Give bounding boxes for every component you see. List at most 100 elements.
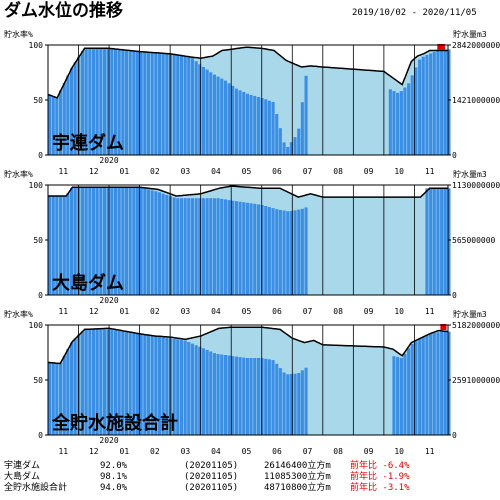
observed-bar <box>183 56 187 156</box>
observed-bar <box>418 59 422 155</box>
observed-bar <box>92 329 96 435</box>
observed-bar <box>146 189 150 295</box>
observed-bar <box>403 353 407 435</box>
observed-bar <box>183 198 187 295</box>
observed-bar <box>187 198 191 295</box>
observed-bar <box>278 368 282 435</box>
observed-bar <box>293 210 297 295</box>
left-axis-label: 貯水率% <box>4 29 33 39</box>
observed-bar <box>205 198 209 295</box>
observed-bar <box>51 362 55 435</box>
month-tick-label: 06 <box>272 167 282 176</box>
summary-yoy: 前年比 -3.1% <box>350 483 410 493</box>
observed-bar <box>106 48 110 155</box>
observed-bar <box>264 99 268 155</box>
month-tick-label: 11 <box>58 167 68 176</box>
observed-bar <box>440 188 444 295</box>
observed-bar <box>253 358 257 435</box>
month-tick-label: 11 <box>425 447 435 456</box>
observed-bar <box>143 188 147 295</box>
latest-marker <box>437 44 445 50</box>
observed-bar <box>212 74 216 155</box>
dam-name-label: 大島ダム <box>52 272 124 294</box>
observed-bar <box>139 51 143 156</box>
observed-bar <box>227 355 231 435</box>
observed-bar <box>165 337 169 435</box>
observed-bar <box>396 92 400 155</box>
left-tick-label: 100 <box>29 41 44 50</box>
observed-bar <box>157 192 161 295</box>
right-tick-label: 1130000000 <box>452 181 500 190</box>
month-tick-label: 11 <box>425 167 435 176</box>
observed-bar <box>117 187 121 295</box>
right-tick-label: 2842000000 <box>452 41 500 50</box>
observed-bar <box>135 333 139 435</box>
observed-bar <box>154 336 158 435</box>
right-tick-label: 5182000000 <box>452 321 500 330</box>
observed-bar <box>154 191 158 295</box>
month-tick-label: 11 <box>58 307 68 316</box>
observed-bar <box>234 356 238 435</box>
observed-bar <box>249 358 253 435</box>
summary-row: 宇連ダム 92.0% (20201105) 26146400立方m 前年比 -6… <box>4 461 496 471</box>
summary-rate: 98.1% <box>100 472 128 482</box>
left-tick-label: 0 <box>38 151 43 160</box>
month-tick-label: 01 <box>120 307 130 316</box>
observed-bar <box>62 83 66 155</box>
observed-bar <box>421 336 425 435</box>
observed-bar <box>447 331 451 435</box>
dam-name-label: 全貯水施設合計 <box>51 412 178 434</box>
observed-bar <box>227 200 231 295</box>
observed-bar <box>183 340 187 435</box>
summary-row: 大島ダム 98.1% (20201105) 11085300立方m 前年比 -1… <box>4 472 496 482</box>
observed-bar <box>95 187 99 295</box>
observed-bar <box>447 188 451 295</box>
observed-bar <box>95 48 99 155</box>
observed-bar <box>271 208 275 295</box>
summary-row: 全貯水施設合計 94.0% (20201105) 48710800立方m 前年比… <box>4 483 496 493</box>
month-tick-label: 08 <box>333 307 343 316</box>
observed-bar <box>216 76 220 155</box>
year-tick-label: 2020 <box>99 436 118 445</box>
observed-bar <box>110 329 114 435</box>
summary-volume: 48710800立方m <box>264 483 331 493</box>
month-tick-label: 09 <box>364 307 374 316</box>
observed-bars <box>48 329 451 435</box>
observed-bar <box>59 90 63 155</box>
observed-bar <box>231 85 235 155</box>
observed-bar <box>48 196 52 295</box>
observed-bar <box>73 62 77 155</box>
observed-bar <box>124 187 128 295</box>
observed-bar <box>128 332 132 435</box>
observed-bar <box>194 198 198 295</box>
observed-bar <box>297 128 301 155</box>
observed-bar <box>256 204 260 295</box>
observed-bar <box>425 188 429 295</box>
observed-bar <box>66 349 70 435</box>
observed-bar <box>135 51 139 155</box>
observed-bar <box>267 100 271 155</box>
observed-bar <box>429 53 433 155</box>
observed-bar <box>179 339 183 435</box>
observed-bar <box>201 348 205 435</box>
observed-bar <box>146 52 150 155</box>
summary-yoy: 前年比 -6.4% <box>350 461 410 471</box>
observed-bar <box>143 52 147 155</box>
observed-bar <box>88 48 92 155</box>
observed-bar <box>190 198 194 295</box>
observed-bar <box>256 358 260 435</box>
observed-bar <box>300 208 304 295</box>
observed-bar <box>84 187 88 295</box>
observed-bar <box>425 335 429 435</box>
observed-bar <box>95 329 99 435</box>
observed-bar <box>234 201 238 295</box>
observed-bar <box>245 202 249 295</box>
observed-bars <box>48 187 451 296</box>
observed-bar <box>51 196 55 295</box>
observed-bar <box>293 373 297 435</box>
page-title: ダム水位の推移 <box>4 1 123 21</box>
observed-bar <box>209 351 213 435</box>
month-tick-label: 12 <box>89 167 99 176</box>
observed-bar <box>179 55 183 155</box>
left-tick-label: 0 <box>38 431 43 440</box>
